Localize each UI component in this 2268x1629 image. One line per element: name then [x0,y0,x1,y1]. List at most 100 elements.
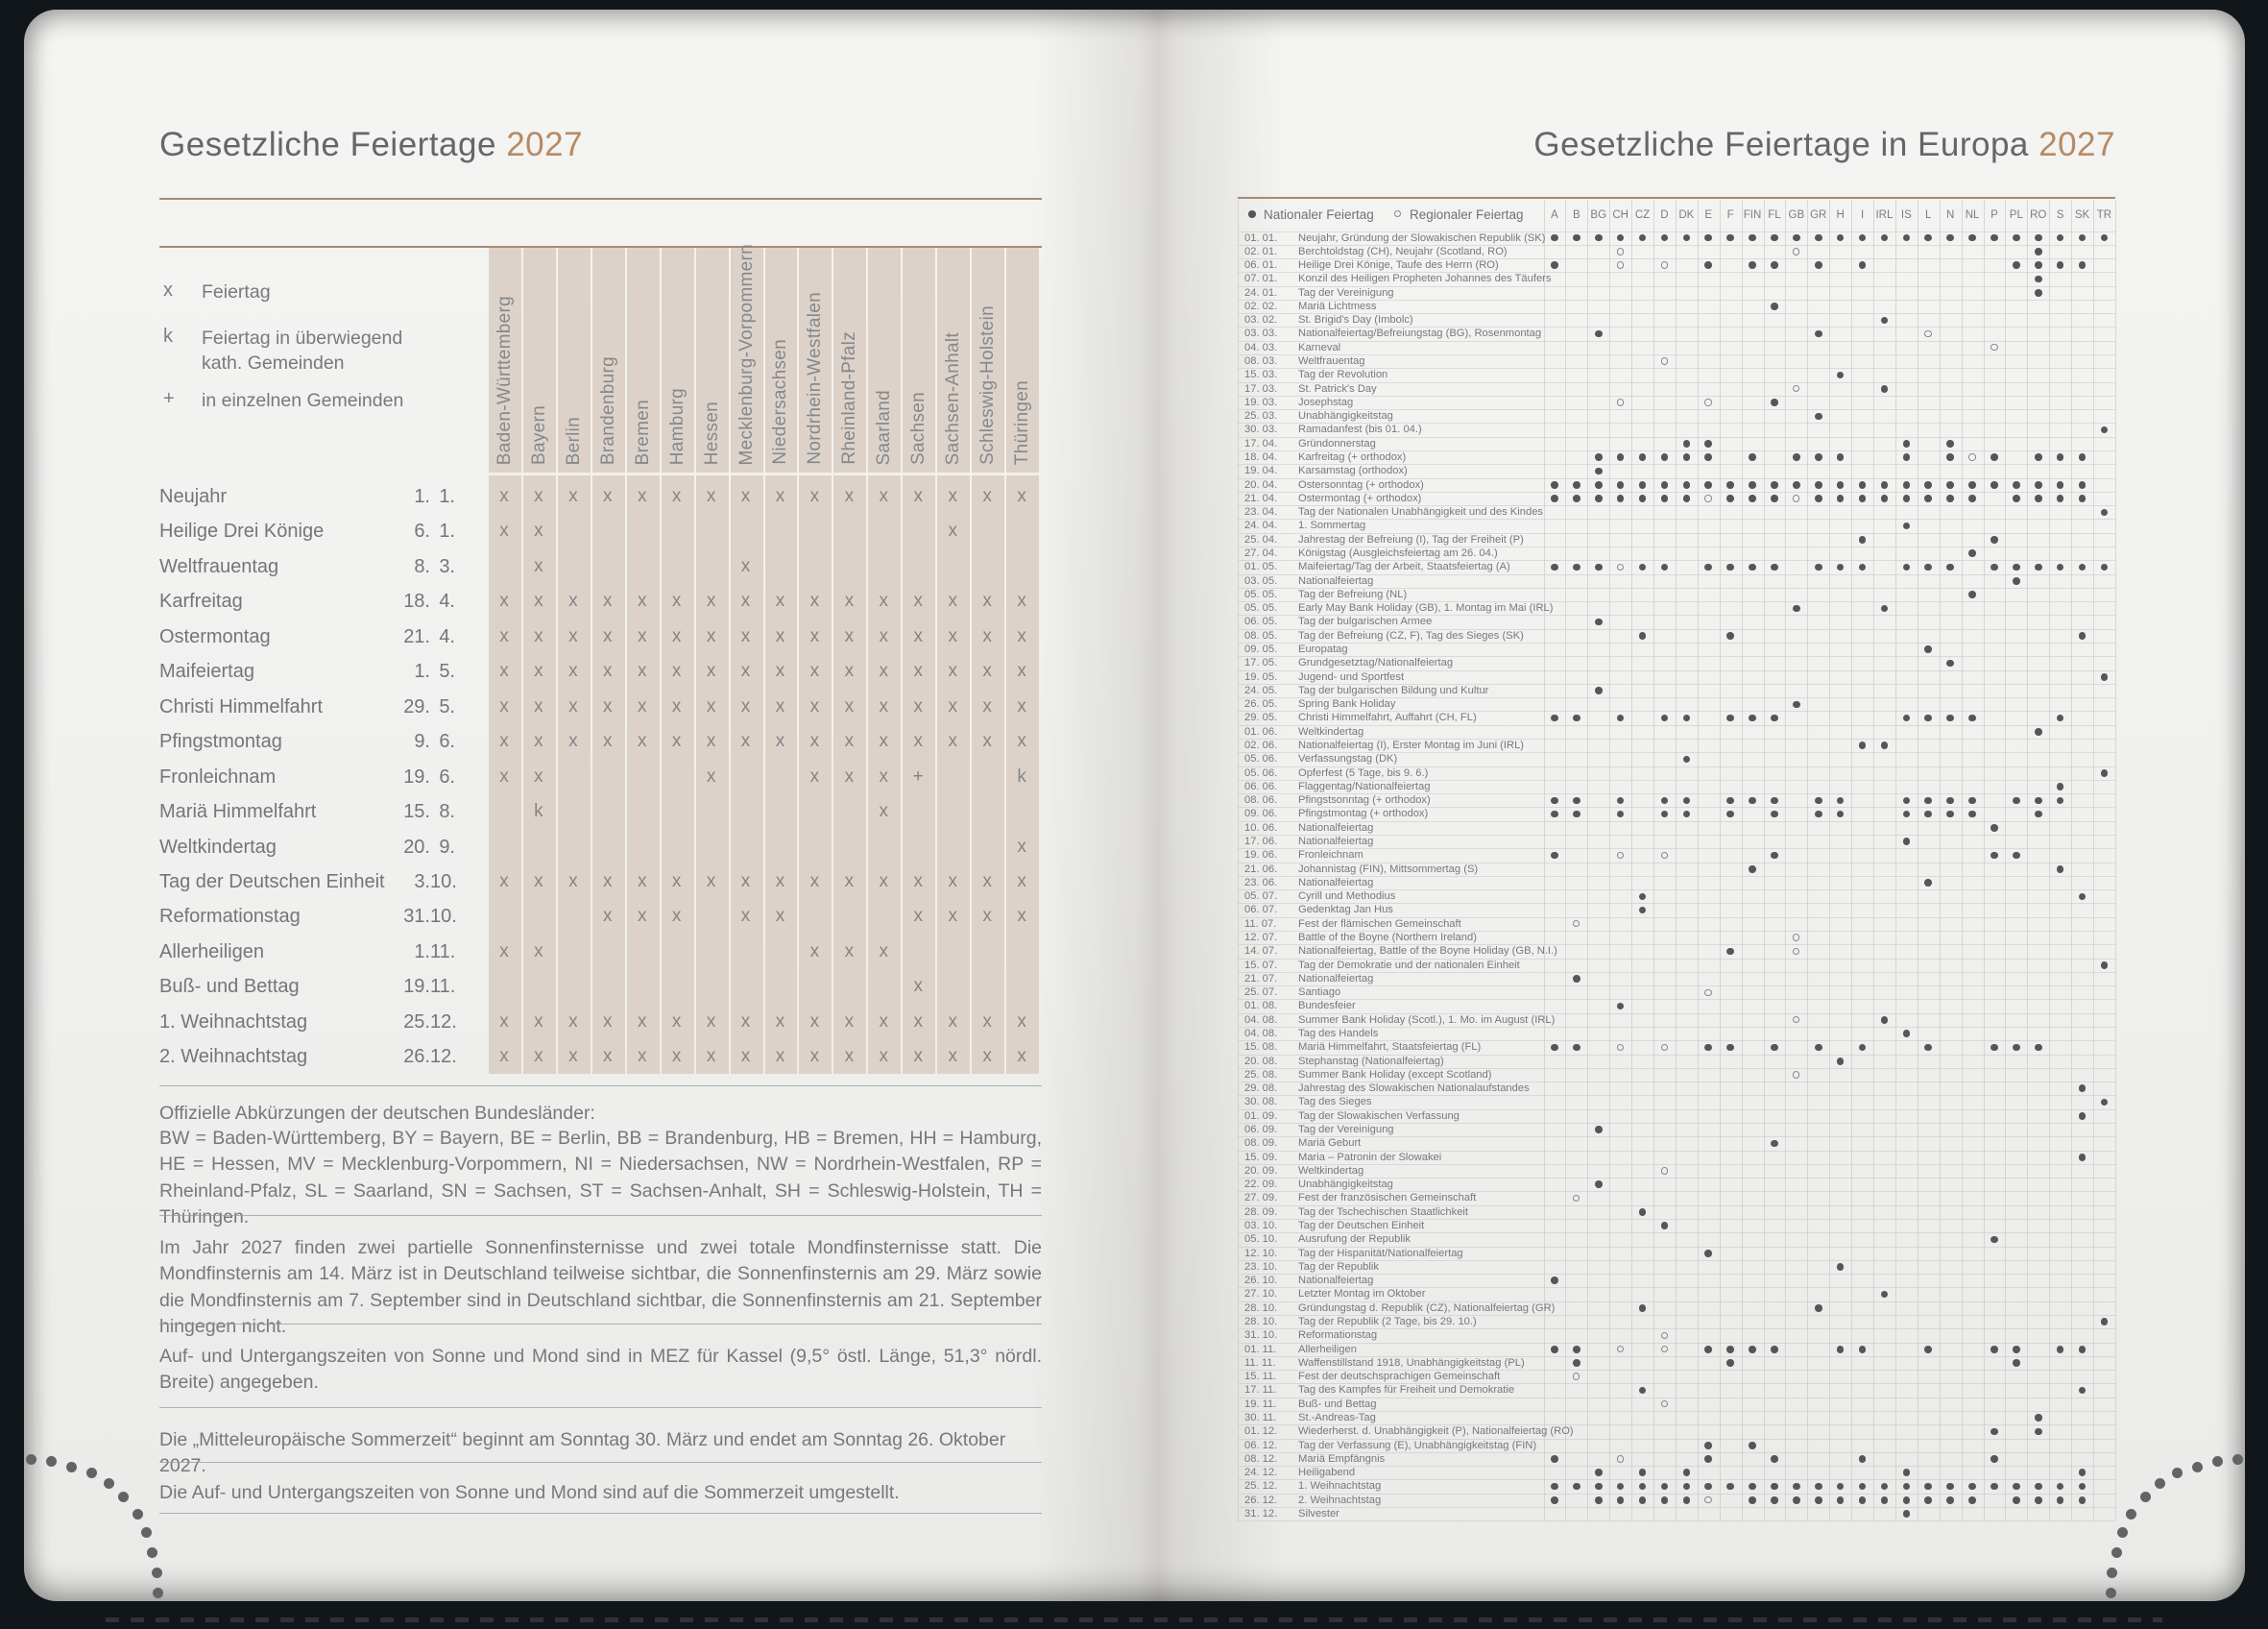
holiday-mark: x [809,695,820,717]
national-holiday-dot [2078,261,2087,269]
europe-holiday-name: Allerheiligen [1298,1343,1357,1355]
holiday-date-day: 1. [414,486,430,507]
national-holiday-dot [2034,810,2042,818]
holiday-mark: x [844,766,855,787]
row-grid-line [1238,1067,2115,1069]
europe-holiday-date: 25. 03. [1244,410,1278,423]
holiday-mark: x [671,591,682,612]
holiday-row: Pfingstmontag 9. 6. x x x x x x x x x x x x x x x x [0,724,1042,759]
row-grid-line [1238,1219,2115,1221]
holiday-date-month: 11. [430,940,456,962]
national-holiday-dot [1771,1345,1778,1353]
holiday-row: Karfreitag 18. 4. x x x x x x x x x x x x x x x x [0,584,1042,619]
europe-holiday-row: 23. 06. Nationalfeiertag [1238,876,2115,889]
national-holiday-dot [2100,233,2109,242]
holiday-mark: x [706,695,716,717]
national-holiday-dot [1946,453,1954,461]
national-holiday-dot [2078,1482,2087,1491]
europe-holiday-name: Mariä Himmelfahrt, Staatsfeiertag (FL) [1298,1041,1482,1054]
europe-holiday-row: 14. 07. Nationalfeiertag, Battle of the B… [1238,944,2115,958]
europe-holiday-name: Gründonnerstag [1298,437,1376,450]
holiday-name: Allerheiligen [159,940,264,962]
europe-holiday-date: 25. 07. [1244,986,1278,999]
national-holiday-dot [2056,1482,2064,1491]
holiday-mark: x [603,906,613,927]
national-holiday-dot [1858,563,1867,571]
europe-holiday-name: Konzil des Heiligen Propheten Johannes d… [1298,273,1552,285]
national-holiday-dot [1616,480,1625,489]
national-holiday-dot [1771,1455,1778,1463]
europe-holiday-name: Unabhängigkeitstag [1298,410,1393,423]
national-holiday-dot [1616,810,1625,818]
national-holiday-dot [1836,495,1845,502]
national-holiday-dot [2034,288,2042,297]
national-holiday-dot [2078,1112,2087,1120]
national-holiday-dot [1902,838,1911,845]
row-grid-line [1238,560,2115,562]
europe-holiday-date: 08. 12. [1244,1452,1278,1465]
europe-holiday-row: 03. 02. St. Brigid's Day (Imbolc) [1238,313,2115,327]
holiday-mark: x [1017,625,1026,646]
holiday-name: Weltfrauentag [159,555,279,577]
europe-holiday-row: 24. 12. Heiligabend [1238,1466,2115,1479]
holiday-mark: k [1017,766,1026,787]
holiday-row: 2. Weihnachtstag 26. 12. x x x x x x x x x x x x x x x x [0,1039,1042,1074]
national-holiday-dot [1594,618,1603,626]
national-holiday-dot [1858,1455,1867,1463]
national-holiday-dot [1551,851,1558,860]
corner-dot [2154,1477,2165,1489]
state-header: Baden-Württemberg [489,248,521,473]
europe-holiday-name: Josephstag [1298,396,1354,408]
national-holiday-dot [2056,563,2064,571]
europe-holiday-date: 26. 05. [1244,698,1278,711]
regional-holiday-dot [1660,1043,1669,1052]
right-page-title: Gesetzliche Feiertage in Europa 2027 [1238,126,2115,164]
row-grid-line [1238,1012,2115,1014]
europe-holiday-date: 01. 11. [1244,1343,1277,1355]
row-grid-line [1238,916,2115,918]
country-column-header: TR [2096,208,2112,221]
holiday-mark: x [879,801,889,822]
national-holiday-dot [1726,563,1734,571]
national-holiday-dot [1858,742,1867,749]
holiday-date-month: 1. [439,486,455,507]
regional-holiday-dot [1573,1194,1580,1203]
state-column [522,248,556,1074]
national-holiday-dot [1924,1482,1933,1491]
national-holiday-dot [1902,1469,1911,1477]
holiday-mark: x [775,870,785,891]
national-holiday-dot [1771,851,1778,860]
national-holiday-dot [1573,1043,1580,1052]
holiday-mark: x [913,976,923,997]
national-holiday-dot [1749,453,1756,461]
europe-holiday-date: 06. 06. [1244,780,1278,792]
state-header-label: Sachsen [908,391,929,465]
europe-holiday-name: Königstag (Ausgleichsfeiertag am 26. 04.… [1298,547,1498,560]
national-holiday-dot [2013,233,2020,242]
national-holiday-dot [1704,453,1713,461]
national-holiday-dot [1946,495,1954,502]
europe-holiday-name: Tag der Befreiung (NL) [1298,588,1408,600]
europe-holiday-name: Nationalfeiertag, Battle of the Boyne Ho… [1298,945,1557,958]
national-holiday-dot [1968,1482,1976,1491]
national-holiday-dot [1924,563,1933,571]
holiday-name: Mariä Himmelfahrt [159,801,317,823]
europe-holiday-row: 04. 03. Karneval [1238,341,2115,354]
national-holiday-dot [1704,1249,1713,1257]
national-holiday-dot [2056,864,2064,873]
europe-holiday-date: 15. 03. [1244,369,1278,381]
national-holiday-dot [1880,604,1889,613]
row-grid-line [1238,1355,2115,1357]
national-holiday-dot [1991,453,1998,461]
national-holiday-dot [1682,480,1691,489]
national-holiday-dot [1726,1482,1734,1491]
national-holiday-dot [2056,783,2064,790]
holiday-name: Heilige Drei Könige [159,521,325,543]
national-holiday-dot [1880,1496,1889,1504]
europe-holiday-row: 05. 10. Ausrufung der Republik [1238,1232,2115,1246]
regional-holiday-dot [1793,934,1800,941]
national-holiday-dot [1814,329,1822,338]
regional-holiday-dot [1704,1496,1712,1504]
holiday-mark: x [1017,1046,1026,1067]
column-grid-line [1763,199,1765,1521]
